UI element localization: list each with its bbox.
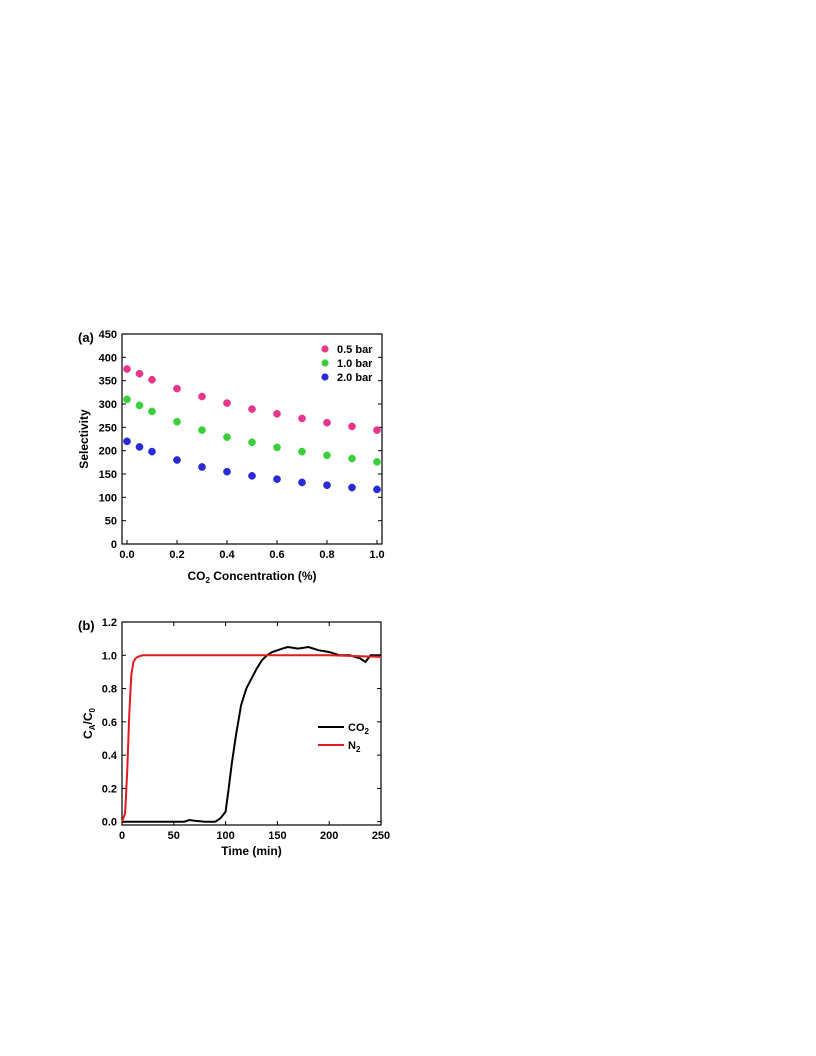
panel-a-y-tick-label: 50 xyxy=(105,516,117,528)
panel-a-y-axis-label: Selectivity xyxy=(77,409,91,469)
panel-b-y-axis-label: CA/C0 xyxy=(81,708,97,739)
panel-a-x-tick-label: 0.6 xyxy=(269,549,284,561)
panel-a-x-tick-label: 0.2 xyxy=(169,549,184,561)
panel-b-legend-label: N2 xyxy=(348,740,361,754)
panel-a-data-point xyxy=(173,384,181,393)
panel-a-data-point xyxy=(248,472,256,480)
panel-b-x-tick-label: 50 xyxy=(168,830,180,842)
panel-a-data-point xyxy=(323,481,331,490)
panel-b-x-tick-label: 150 xyxy=(268,830,286,842)
panel-a-x-axis-label: CO2 Concentration (%) xyxy=(187,569,316,585)
panel-a-data-point xyxy=(348,422,356,431)
panel-a-y-tick-label: 200 xyxy=(99,446,117,458)
panel-b-series-line xyxy=(122,645,381,823)
panel-b-x-tick-label: 200 xyxy=(320,830,338,842)
panel-a-y-tick-label: 0 xyxy=(111,539,117,551)
panel-b-y-tick-label: 0.4 xyxy=(102,750,118,762)
panel-a-data-point xyxy=(135,443,144,451)
panel-a-data-point xyxy=(323,418,331,427)
panel-a-data-point xyxy=(298,414,306,423)
panel-b-x-axis-label: Time (min) xyxy=(221,844,281,858)
panel-a-x-tick-label: 1.0 xyxy=(369,549,384,561)
panel-b-x-tick-label: 100 xyxy=(216,830,234,842)
panel-a-y-tick-label: 450 xyxy=(99,329,117,341)
panel-a-data-point xyxy=(148,447,156,456)
panel-a-legend-marker xyxy=(321,373,329,381)
panel-a-legend-marker xyxy=(321,345,329,353)
panel-a-data-point xyxy=(198,392,206,401)
panel-b-y-tick-label: 0.0 xyxy=(102,817,117,829)
panel-a-data-point xyxy=(273,409,281,418)
panel-a-data-point xyxy=(373,426,381,434)
panel-a-x-tick-label: 0.8 xyxy=(319,549,334,561)
panel-a-data-point xyxy=(248,405,256,413)
panel-a-data-point xyxy=(135,401,144,410)
panel-a-data-point xyxy=(223,433,231,441)
panel-a-label: (a) xyxy=(78,330,94,345)
panel-a-data-point xyxy=(298,447,306,456)
panel-a-data-point xyxy=(123,395,131,404)
panel-a-data-point xyxy=(348,454,356,463)
panel-a-y-tick-label: 400 xyxy=(99,352,117,364)
panel-b-x-tick-label: 250 xyxy=(372,830,390,842)
panel-a-x-tick-label: 0.0 xyxy=(119,549,134,561)
panel-a-y-tick-label: 150 xyxy=(99,469,117,481)
panel-a-data-point xyxy=(223,399,231,407)
panel-a-data-point xyxy=(248,438,256,447)
panel-a-data-point xyxy=(273,443,281,452)
panel-a-y-tick-label: 250 xyxy=(99,422,117,434)
panel-a-legend-label: 0.5 bar xyxy=(337,344,373,356)
panel-b-y-tick-label: 0.6 xyxy=(102,717,117,729)
panel-a-x-tick-label: 0.4 xyxy=(219,549,235,561)
panel-a-data-point xyxy=(198,463,206,471)
panel-a-data-point xyxy=(148,407,156,416)
panel-b-legend-label: CO2 xyxy=(348,722,370,736)
panel-b-plot-frame xyxy=(121,621,382,826)
panel-a-data-point xyxy=(123,437,131,446)
panel-a-legend-marker xyxy=(321,359,329,367)
panel-a-data-point xyxy=(173,456,181,464)
panel-a-data-point xyxy=(373,458,381,466)
panel-b-y-tick-label: 1.0 xyxy=(102,650,117,662)
panel-a-legend-label: 2.0 bar xyxy=(337,372,373,384)
panel-a-data-point xyxy=(123,365,131,373)
panel-b-y-tick-label: 1.2 xyxy=(102,617,117,629)
panel-a-plot-frame xyxy=(121,333,383,545)
panel-a-legend-label: 1.0 bar xyxy=(337,358,373,370)
panel-a-y-tick-label: 300 xyxy=(99,399,117,411)
panel-a-y-tick-label: 100 xyxy=(99,492,117,504)
panel-b-y-tick-label: 0.8 xyxy=(102,684,117,696)
panel-b-series-line xyxy=(121,654,382,823)
panel-a-data-point xyxy=(323,451,331,460)
panel-a-data-point xyxy=(223,467,231,476)
panel-a-data-point xyxy=(273,475,281,483)
panel-b-label: (b) xyxy=(78,618,95,633)
panel-b-x-tick-label: 0 xyxy=(119,830,125,842)
panel-a-data-point xyxy=(135,369,144,378)
panel-a-data-point xyxy=(298,478,306,487)
panel-a-data-point xyxy=(373,485,381,494)
panel-a-data-point xyxy=(198,426,206,434)
panel-b-y-tick-label: 0.2 xyxy=(102,783,117,795)
panel-a-y-tick-label: 350 xyxy=(99,376,117,388)
panel-a-data-point xyxy=(173,417,181,426)
panel-a-data-point xyxy=(348,483,356,492)
panel-a-data-point xyxy=(148,375,156,384)
